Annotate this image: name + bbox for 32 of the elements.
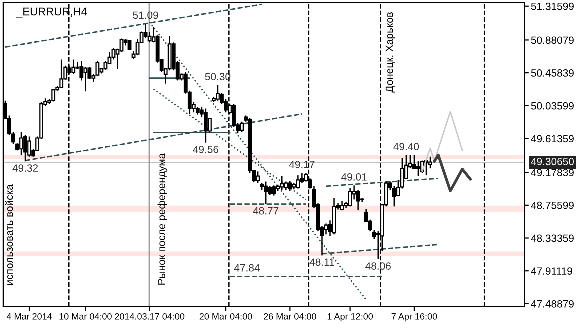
x-tick-label: 2014.03.17 04:00 xyxy=(115,313,185,320)
text: 49.56 xyxy=(193,146,219,154)
y-tick-label: 50.88079 xyxy=(531,36,574,44)
series-label: 47.84 xyxy=(234,264,260,272)
y-tick-label: 47.91119 xyxy=(531,268,572,275)
y-tick-label: 50.45839 xyxy=(531,70,574,77)
y-tick-label: 51.31599 xyxy=(531,2,574,10)
y-tick-label: 48.75599 xyxy=(531,202,574,210)
ref-line-label: 49.30650 xyxy=(531,158,574,166)
x-tick-label: 20 Mar 04:00 xyxy=(200,313,252,320)
y-tick-label: 50.03599 xyxy=(531,102,574,110)
chart-title: _EURRUR,H4 xyxy=(16,8,88,18)
text: 51.09 xyxy=(133,12,158,20)
y-tick-label: 48.33359 xyxy=(531,234,574,242)
y-tick-label: 49.61359 xyxy=(531,135,574,143)
y-tick-label: 49.17839 xyxy=(531,169,574,176)
annotation: использовать войска xyxy=(5,184,14,285)
annotation: Рынок после референдума xyxy=(158,153,168,285)
x-tick-label: 10 Mar 04:00 xyxy=(60,313,112,320)
x-tick-label: 4 Mar 2014 xyxy=(6,313,52,320)
y-tick-label: 47.48879 xyxy=(531,300,574,308)
text: 48.77 xyxy=(253,207,279,215)
text: 48.06 xyxy=(366,262,391,270)
text: 49.40 xyxy=(394,143,420,151)
x-tick-label: 1 Apr 12:00 xyxy=(328,313,374,322)
text: 49.01 xyxy=(342,173,367,181)
annotation: Донецк, Харьков xyxy=(386,12,396,93)
text: 50.30 xyxy=(205,73,231,81)
x-tick-label: 26 Mar 04:00 xyxy=(264,313,316,320)
text: 48.11 xyxy=(310,258,334,266)
x-tick-label: 7 Apr 16:00 xyxy=(392,313,438,322)
text: 49.32 xyxy=(12,164,38,172)
